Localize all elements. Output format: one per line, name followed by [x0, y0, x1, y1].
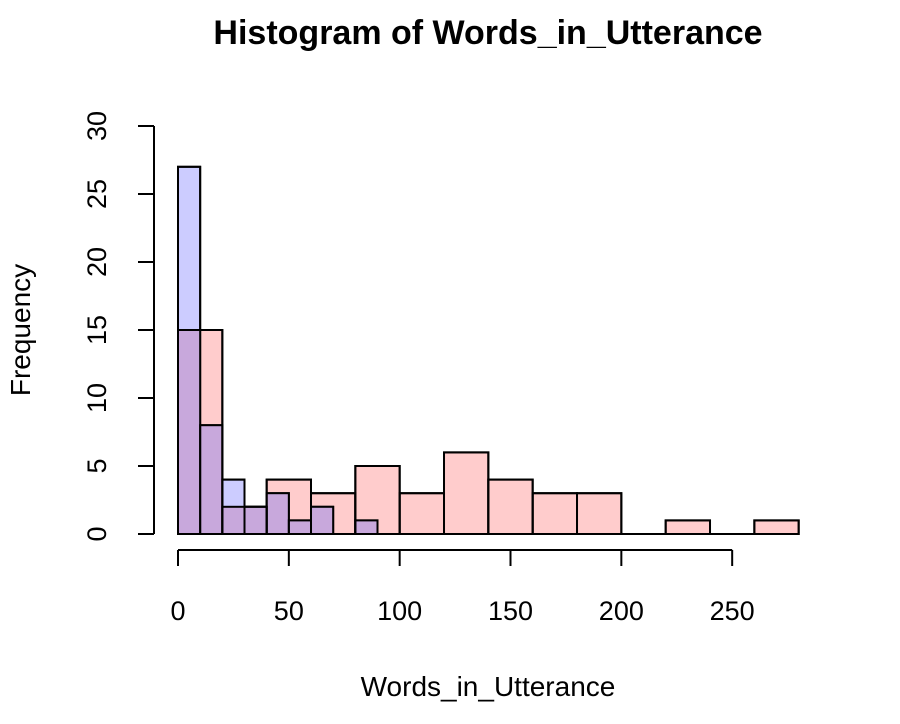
y-tick-label-1: 5 — [82, 458, 112, 473]
x-axis-label: Words_in_Utterance — [361, 671, 616, 702]
y-axis-label: Frequency — [5, 264, 36, 396]
overlap-bar-7 — [355, 520, 378, 534]
red-bar-outline-11 — [664, 519, 712, 536]
y-tick-label-6: 30 — [82, 111, 112, 141]
red-bar-11 — [664, 519, 712, 536]
blue-bar-outline-6 — [310, 505, 335, 535]
x-tick-label-1: 50 — [274, 596, 304, 626]
overlap-bars — [177, 165, 800, 536]
red-bar-8 — [531, 492, 579, 536]
overlap-bar-3 — [244, 506, 267, 534]
blue-bar-outline-4 — [265, 492, 290, 536]
x-tick-label-3: 150 — [488, 596, 533, 626]
y-axis: 0 5 10 15 20 25 30 — [82, 111, 155, 542]
blue-bar-outline-0 — [177, 165, 202, 536]
red-bar-6 — [443, 451, 490, 535]
overlap-bar-4 — [266, 493, 289, 534]
x-tick-label-4: 200 — [599, 596, 644, 626]
overlap-bar-2 — [222, 506, 245, 534]
y-tick-label-0: 0 — [82, 526, 112, 541]
red-bar-7 — [487, 478, 534, 536]
overlap-bar-0 — [178, 330, 201, 534]
overlap-bar-6 — [311, 506, 334, 534]
y-tick-label-5: 25 — [82, 179, 112, 209]
red-bar-5 — [398, 492, 446, 536]
x-tick-label-5: 250 — [710, 596, 755, 626]
red-bar-13 — [753, 519, 800, 536]
x-tick-label-2: 100 — [377, 596, 422, 626]
y-tick-label-3: 15 — [82, 315, 112, 345]
overlap-bar-5 — [288, 520, 312, 534]
y-tick-label-4: 20 — [82, 247, 112, 277]
blue-bar-outline-8 — [354, 519, 379, 536]
red-bar-9 — [576, 492, 623, 536]
x-axis: 0 50 100 150 200 250 — [170, 549, 755, 626]
chart-title: Histogram of Words_in_Utterance — [213, 14, 762, 52]
red-bar-outline-9 — [576, 492, 623, 536]
x-tick-label-0: 0 — [170, 596, 185, 626]
red-bar-outline-13 — [753, 519, 800, 536]
overlap-bar-1 — [200, 425, 223, 534]
y-tick-label-2: 10 — [82, 383, 112, 413]
